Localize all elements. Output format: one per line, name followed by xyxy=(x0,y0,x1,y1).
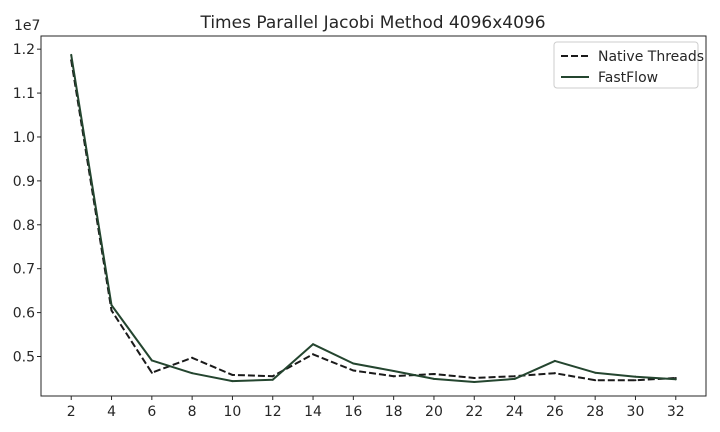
y-axis: 0.5 0.6 0.7 0.8 0.9 1.0 1.1 1.2 xyxy=(13,42,41,365)
data-point xyxy=(352,362,355,365)
data-point xyxy=(594,379,597,382)
y-tick-label: 0.9 xyxy=(13,174,35,190)
series-line-native-threads xyxy=(70,59,676,382)
data-point xyxy=(150,359,153,362)
data-point xyxy=(432,373,435,376)
data-point xyxy=(271,378,274,381)
x-tick-label: 8 xyxy=(188,404,197,420)
x-tick-label: 4 xyxy=(107,404,116,420)
data-point xyxy=(634,375,637,378)
x-tick-label: 30 xyxy=(627,404,645,420)
data-point xyxy=(513,375,516,378)
data-point xyxy=(150,371,153,374)
data-point xyxy=(513,377,516,380)
x-tick-label: 26 xyxy=(546,404,564,420)
data-point xyxy=(231,380,234,383)
data-point xyxy=(553,359,556,362)
x-tick-label: 24 xyxy=(506,404,524,420)
data-point xyxy=(553,372,556,375)
legend-label: FastFlow xyxy=(598,70,658,86)
data-point xyxy=(191,372,194,375)
data-point xyxy=(674,378,677,381)
data-point xyxy=(352,369,355,372)
y-tick-label: 0.6 xyxy=(13,306,35,322)
x-tick-label: 6 xyxy=(147,404,156,420)
legend: Native Threads FastFlow xyxy=(553,41,704,89)
x-tick-label: 10 xyxy=(224,404,242,420)
x-tick-label: 18 xyxy=(385,404,403,420)
y-tick-label: 0.7 xyxy=(13,262,35,278)
x-tick-label: 14 xyxy=(304,404,322,420)
chart-title: Times Parallel Jacobi Method 4096x4096 xyxy=(199,13,545,33)
data-point xyxy=(634,379,637,382)
data-point xyxy=(70,53,73,56)
data-point xyxy=(312,343,315,346)
data-point xyxy=(231,373,234,376)
data-point xyxy=(432,377,435,380)
plot-frame xyxy=(40,35,707,397)
data-point xyxy=(110,304,113,307)
legend-label: Native Threads xyxy=(598,49,704,65)
x-axis: 2 4 6 8 10 12 14 16 18 20 22 24 26 28 30 32 xyxy=(67,396,685,420)
y-tick-label: 1.0 xyxy=(13,130,35,146)
y-tick-label: 0.5 xyxy=(13,349,35,365)
y-tick-label: 1.2 xyxy=(13,42,35,58)
y-axis-offset-label: 1e7 xyxy=(14,18,40,34)
data-point xyxy=(392,375,395,378)
data-point xyxy=(312,353,315,356)
x-tick-label: 32 xyxy=(667,404,685,420)
y-tick-label: 0.8 xyxy=(13,218,35,234)
legend-box xyxy=(553,41,699,89)
y-tick-label: 1.1 xyxy=(13,86,35,102)
x-tick-label: 22 xyxy=(465,404,483,420)
plot-area xyxy=(70,53,677,383)
x-tick-label: 20 xyxy=(425,404,443,420)
x-tick-label: 28 xyxy=(586,404,604,420)
data-point xyxy=(271,375,274,378)
data-point xyxy=(191,356,194,359)
x-tick-label: 12 xyxy=(264,404,282,420)
series-line-fastflow xyxy=(70,54,676,383)
data-point xyxy=(594,371,597,374)
x-tick-label: 2 xyxy=(67,404,76,420)
data-point xyxy=(392,369,395,372)
data-point xyxy=(473,380,476,383)
data-point xyxy=(473,377,476,379)
data-point xyxy=(110,309,113,312)
x-tick-label: 16 xyxy=(344,404,362,420)
